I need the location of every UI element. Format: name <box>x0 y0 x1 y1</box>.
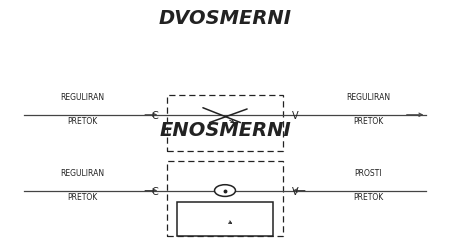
Text: REGULIRAN: REGULIRAN <box>60 93 104 102</box>
Bar <box>167 161 283 236</box>
Text: PRETOK: PRETOK <box>353 116 383 125</box>
Text: C: C <box>151 110 158 120</box>
Bar <box>177 202 273 236</box>
Text: REGULIRAN: REGULIRAN <box>60 168 104 177</box>
Circle shape <box>215 185 235 197</box>
Text: C: C <box>151 186 158 196</box>
Text: V: V <box>292 186 299 196</box>
Text: PROSTI: PROSTI <box>354 168 382 177</box>
Text: PRETOK: PRETOK <box>67 116 97 125</box>
Text: PRETOK: PRETOK <box>353 192 383 201</box>
Text: REGULIRAN: REGULIRAN <box>346 93 390 102</box>
Text: ENOSMERNI: ENOSMERNI <box>159 121 291 140</box>
Bar <box>167 96 283 151</box>
Text: V: V <box>292 110 299 120</box>
Text: DVOSMERNI: DVOSMERNI <box>158 9 292 28</box>
Text: PRETOK: PRETOK <box>67 192 97 201</box>
